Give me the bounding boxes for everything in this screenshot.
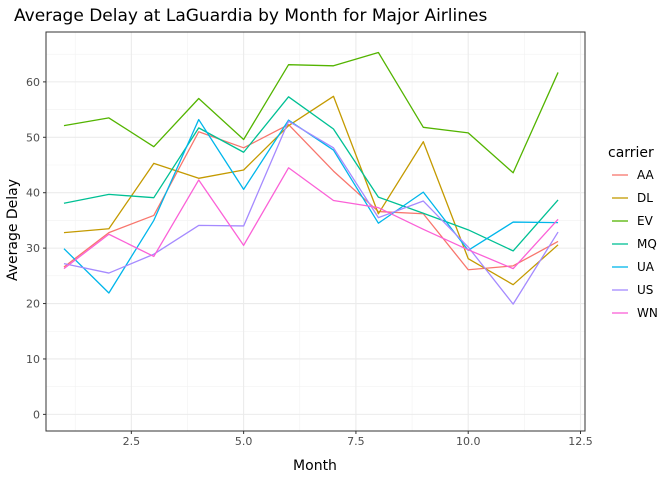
series-line-us: [63, 120, 559, 305]
minor-gridlines: [46, 32, 585, 431]
x-tick-label: 5.0: [235, 435, 253, 448]
panel-border: [45, 31, 586, 432]
legend-label: AA: [637, 168, 655, 182]
y-tick-label: 10: [26, 353, 40, 366]
x-tick-label: 7.5: [347, 435, 365, 448]
series-line-ev: [63, 51, 559, 174]
legend-label: DL: [637, 191, 653, 205]
series-line-mq: [63, 96, 559, 252]
y-tick-label: 40: [26, 187, 40, 200]
x-axis-title: Month: [293, 458, 337, 474]
major-gridlines: [46, 32, 585, 431]
y-tick-label: 0: [33, 408, 40, 421]
legend: carrier AA DL EV MQ UA US WN: [608, 145, 658, 320]
x-tick-label: 2.5: [123, 435, 141, 448]
legend-item-wn: WN: [612, 306, 658, 320]
legend-item-mq: MQ: [612, 237, 657, 251]
legend-label: MQ: [637, 237, 657, 251]
y-tick-label: 30: [26, 242, 40, 255]
y-tick-label: 60: [26, 76, 40, 89]
legend-label: UA: [637, 260, 655, 274]
y-tick-label: 20: [26, 298, 40, 311]
x-axis: 2.5 5.0 7.5 10.0 12.5: [123, 431, 593, 448]
panel-background: [46, 32, 585, 431]
y-axis: 0 10 20 30 40 50 60: [26, 76, 46, 421]
legend-title: carrier: [608, 145, 654, 161]
x-tick-label: 10.0: [456, 435, 481, 448]
legend-item-dl: DL: [612, 191, 653, 205]
legend-item-ua: UA: [612, 260, 655, 274]
legend-item-ev: EV: [612, 214, 654, 228]
legend-items: AA DL EV MQ UA US WN: [612, 168, 658, 320]
y-tick-label: 50: [26, 131, 40, 144]
series-line-aa: [63, 123, 559, 271]
legend-label: WN: [637, 306, 658, 320]
y-axis-title: Average Delay: [5, 179, 21, 281]
series-lines: [63, 51, 559, 305]
series-line-dl: [63, 95, 559, 286]
legend-item-aa: AA: [612, 168, 655, 182]
legend-item-us: US: [612, 283, 653, 297]
series-line-wn: [63, 167, 559, 270]
x-tick-label: 12.5: [568, 435, 593, 448]
legend-label: EV: [637, 214, 654, 228]
legend-label: US: [637, 283, 653, 297]
chart-title: Average Delay at LaGuardia by Month for …: [14, 6, 487, 26]
plot-panel: [45, 31, 586, 432]
